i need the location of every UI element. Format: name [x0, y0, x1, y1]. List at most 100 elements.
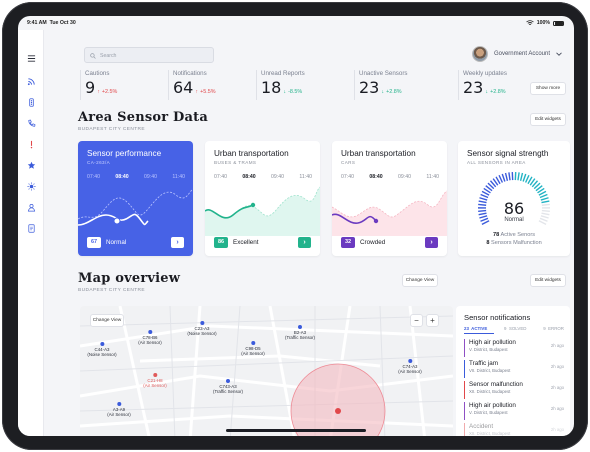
edit-widgets-button-map[interactable]: Edit widgets: [530, 274, 566, 287]
buses-trams-card[interactable]: Urban transportation BUSES & TRAMS 07:40…: [205, 141, 320, 256]
edit-widgets-button[interactable]: Edit widgets: [530, 113, 566, 126]
gauge-tick: [498, 174, 504, 183]
stat-unread-reports: Unread Reports 18 ↓ -8.5%: [256, 70, 305, 100]
account-menu[interactable]: Government Account: [471, 46, 562, 62]
stat-value: 23: [463, 78, 484, 97]
notification-item[interactable]: Sensor malfunction XII. District, Budapes…: [464, 381, 564, 399]
zoom-in-button[interactable]: +: [426, 314, 439, 327]
cars-card[interactable]: Urban transportation CARS 07:40 08:40 09…: [332, 141, 447, 256]
sensor-map[interactable]: Change View − + C78-B6 (Air Sensor) C23-A…: [80, 306, 453, 436]
pin-dot: [200, 321, 204, 325]
gauge-tick: [541, 200, 550, 204]
pin-type: (Traffic Sensor): [212, 389, 244, 395]
time-label: 09:40: [144, 174, 157, 180]
show-more-button[interactable]: Show more: [530, 82, 566, 95]
tab-error[interactable]: 9 ERROR: [543, 326, 564, 331]
map-pin[interactable]: B2-A3 (Traffic Sensor): [285, 325, 315, 340]
card-title: Urban transportation: [341, 149, 416, 158]
gauge-label: Normal: [504, 217, 524, 223]
sensor-signal-icon[interactable]: [25, 75, 37, 87]
zoom-out-button[interactable]: −: [410, 314, 423, 327]
alert-center-dot[interactable]: [335, 408, 341, 414]
pin-dot: [225, 379, 230, 383]
card-times: 07:40 08:40 09:40 11:40: [87, 174, 185, 180]
search-icon: [90, 52, 96, 59]
avatar[interactable]: [471, 46, 488, 62]
status-bar: 9:41 AM Tue Oct 30 100%: [18, 16, 574, 30]
menu-icon[interactable]: [25, 52, 37, 64]
gauge-tick: [495, 176, 501, 185]
stat-notifications: Notifications 64 ↑ +5.5%: [168, 70, 216, 100]
notification-place: XII. District, Budapest: [469, 389, 511, 394]
malf-count: 8: [486, 240, 490, 246]
map-pin[interactable]: A3-A9 (Air Sensor): [107, 402, 131, 417]
chevron-down-icon[interactable]: [556, 52, 562, 56]
gauge-value: 86: [503, 199, 525, 218]
map-roads: [80, 306, 453, 436]
traffic-light-icon[interactable]: [25, 96, 37, 108]
sensor-performance-card[interactable]: Sensor performance CA-263/A 07:40 08:40 …: [78, 141, 193, 256]
notification-item[interactable]: High air pollution V. District, Budapest 2…: [464, 339, 564, 357]
pin-id: C74-A3: [402, 364, 418, 369]
alert-icon[interactable]: [25, 138, 37, 150]
gauge-tick: [489, 180, 497, 188]
gauge-tick: [478, 212, 487, 216]
user-pin-icon[interactable]: [25, 201, 37, 213]
card-title: Sensor performance: [87, 149, 162, 158]
phone-icon[interactable]: [25, 117, 37, 129]
gauge-tick: [527, 176, 533, 185]
map-pin[interactable]: C74-A3 (Air Sensor): [398, 359, 422, 374]
arrow-down-icon: ↓: [283, 89, 287, 95]
card-status: Crowded: [360, 239, 386, 246]
change-view-button[interactable]: Change View: [402, 274, 438, 287]
notification-place: V. District, Budapest: [469, 410, 508, 415]
pin-type: (Traffic Sensor): [284, 335, 316, 341]
gauge-tick: [538, 190, 547, 196]
pin-id: C21-H8: [147, 378, 163, 383]
chevron-right-icon[interactable]: ›: [298, 237, 311, 248]
notification-title: Accident: [469, 423, 494, 430]
card-value-badge: 86: [214, 237, 228, 248]
gauge-tick: [478, 209, 487, 212]
card-title: Urban transportation: [214, 149, 289, 158]
chevron-right-icon[interactable]: ›: [425, 237, 438, 248]
map-pin[interactable]: C743-A3 (Traffic Sensor): [213, 379, 243, 394]
gauge-tick: [492, 178, 499, 186]
sun-icon[interactable]: [25, 180, 37, 192]
gauge-tick: [517, 172, 520, 181]
time-label: 09:40: [271, 174, 284, 180]
map-change-view-button[interactable]: Change View: [90, 314, 124, 327]
map-pin[interactable]: C44-A3 (Noise Sensor): [87, 342, 117, 358]
stat-label: Weekly updates: [463, 70, 507, 77]
pin-dot: [297, 325, 302, 329]
map-pin-alert[interactable]: C21-H8 (Air Sensor): [143, 373, 167, 388]
search-input[interactable]: Search: [84, 47, 214, 63]
notification-item[interactable]: Traffic jam VII. District, Budapest 2h ago: [464, 360, 564, 378]
time-label: 09:40: [398, 174, 411, 180]
pin-type: (Noise Sensor): [87, 352, 117, 358]
stat-label: Cautions: [85, 70, 110, 77]
notification-item[interactable]: High air pollution V. District, Budapest 2…: [464, 402, 564, 420]
star-icon[interactable]: [25, 159, 37, 171]
tab-solved[interactable]: 9 SOLVED: [504, 326, 527, 331]
notification-place: XII. District, Budapest: [469, 431, 511, 436]
card-status: Excellent: [233, 239, 259, 246]
pin-type: (Air Sensor): [138, 340, 162, 346]
malf-label: Sensors Malfunction: [491, 240, 542, 246]
map-title: Map overview: [78, 271, 181, 286]
tab-active[interactable]: 23 ACTIVE: [464, 326, 488, 331]
document-icon[interactable]: [25, 222, 37, 234]
pin-id: B2-A3: [293, 330, 307, 335]
battery-percent: 100%: [536, 20, 550, 26]
map-pin[interactable]: C98-D5 (Air Sensor): [241, 341, 265, 356]
home-indicator: [226, 429, 366, 432]
gauge-tick: [478, 203, 487, 206]
map-pin[interactable]: C78-B6 (Air Sensor): [138, 330, 162, 346]
gauge-tick: [541, 203, 550, 206]
signal-strength-card[interactable]: Sensor signal strength ALL SENSORS IN AR…: [458, 141, 570, 256]
notification-title: Traffic jam: [469, 360, 499, 367]
map-pin[interactable]: C23-A3 (Noise Sensor): [187, 321, 217, 336]
chevron-right-icon[interactable]: ›: [171, 237, 184, 248]
notification-item[interactable]: Accident XII. District, Budapest 2h ago: [464, 423, 564, 436]
time-label: 11:40: [172, 174, 185, 180]
